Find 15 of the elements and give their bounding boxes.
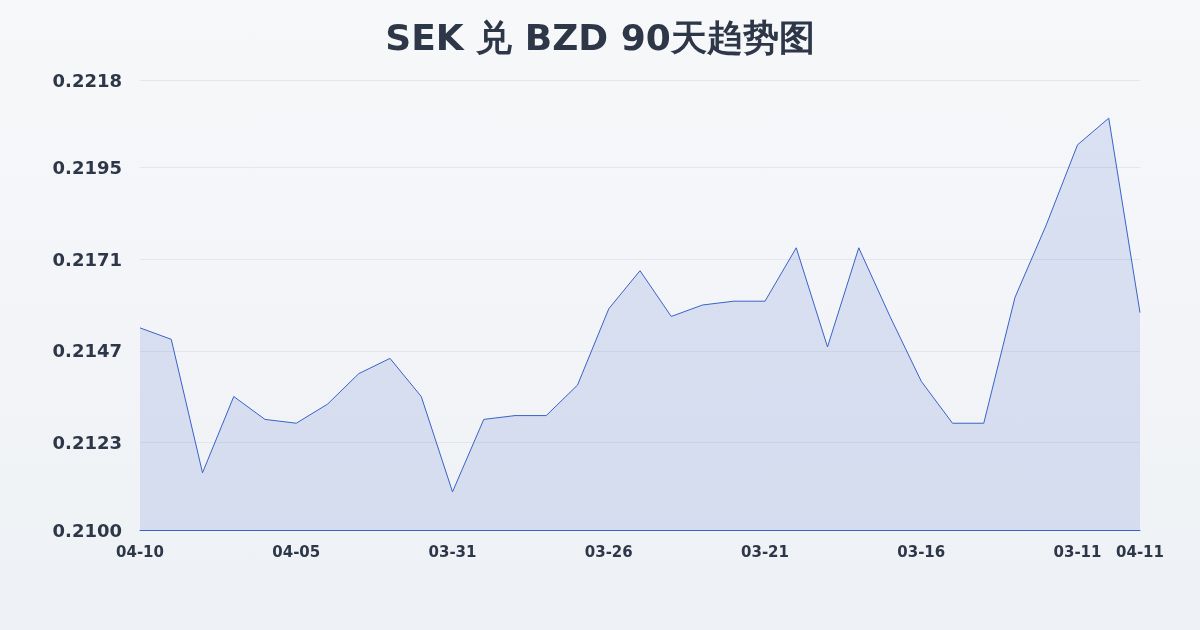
x-tick-label: 04-11 [1116,542,1164,561]
y-tick-label: 0.2195 [52,157,122,179]
x-tick-label: 03-11 [1053,542,1102,561]
y-tick-label: 0.2218 [52,69,122,91]
x-tick-label: 03-26 [584,542,633,561]
y-tick-label: 0.2100 [52,519,122,541]
y-tick-label: 0.2171 [52,248,122,270]
x-tick-label: 03-31 [428,542,477,561]
x-tick-label: 03-21 [741,542,789,561]
y-tick-label: 0.2147 [52,340,122,362]
x-tick-label: 04-10 [116,542,164,561]
x-tick-label: 04-05 [272,542,321,561]
y-tick-label: 0.2123 [52,431,122,453]
chart-title: SEK 兑 BZD 90天趋势图 [385,16,815,58]
x-tick-label: 03-16 [897,542,946,561]
